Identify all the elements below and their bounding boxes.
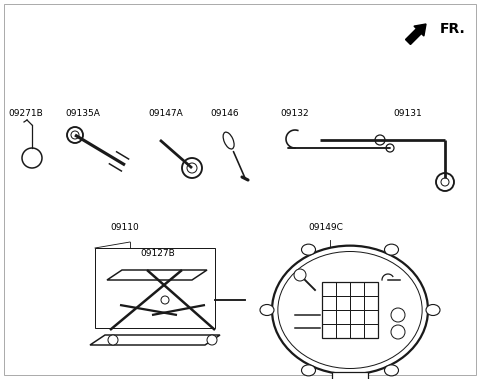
Ellipse shape — [384, 365, 398, 376]
Polygon shape — [107, 270, 207, 280]
Ellipse shape — [272, 246, 428, 374]
Text: 09271B: 09271B — [8, 109, 43, 118]
Circle shape — [71, 131, 79, 139]
Circle shape — [386, 144, 394, 152]
Circle shape — [67, 127, 83, 143]
Text: 09147A: 09147A — [148, 109, 183, 118]
Ellipse shape — [223, 132, 234, 149]
Circle shape — [207, 335, 217, 345]
Circle shape — [182, 158, 202, 178]
Bar — [332, 372, 368, 379]
Ellipse shape — [301, 244, 315, 255]
Circle shape — [375, 135, 385, 145]
Ellipse shape — [426, 304, 440, 315]
Text: 09132: 09132 — [280, 109, 309, 118]
Polygon shape — [90, 335, 220, 345]
Ellipse shape — [301, 365, 315, 376]
FancyArrow shape — [406, 24, 426, 44]
Ellipse shape — [260, 304, 274, 315]
Circle shape — [187, 163, 197, 173]
Text: 09131: 09131 — [393, 109, 422, 118]
Ellipse shape — [384, 244, 398, 255]
Text: 09110: 09110 — [110, 223, 139, 232]
Circle shape — [436, 173, 454, 191]
Bar — [322, 282, 378, 338]
Bar — [95, 248, 215, 328]
Text: 09149C: 09149C — [308, 223, 343, 232]
Circle shape — [22, 148, 42, 168]
Circle shape — [391, 308, 405, 322]
Circle shape — [294, 269, 306, 281]
Text: 09127B: 09127B — [140, 249, 175, 258]
Circle shape — [441, 178, 449, 186]
Text: FR.: FR. — [440, 22, 466, 36]
Text: 09135A: 09135A — [65, 109, 100, 118]
Circle shape — [161, 296, 169, 304]
Circle shape — [391, 325, 405, 339]
Circle shape — [108, 335, 118, 345]
Text: 09146: 09146 — [210, 109, 239, 118]
